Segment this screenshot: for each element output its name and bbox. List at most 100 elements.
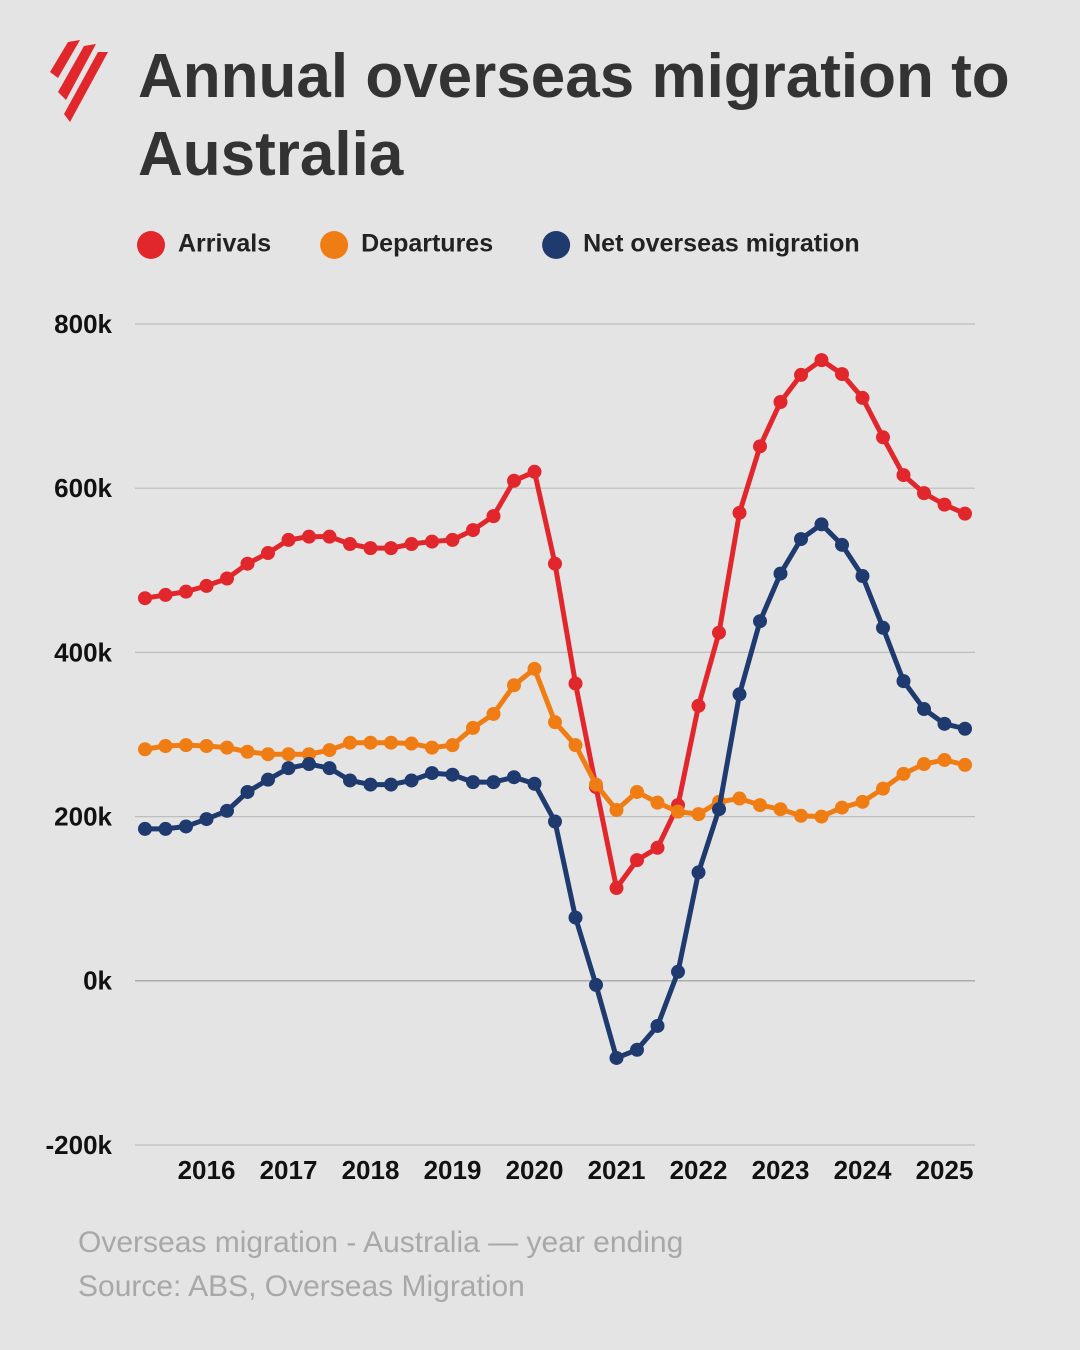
data-point [855,569,870,584]
data-point [158,738,173,753]
data-point [732,505,747,520]
x-tick-label: 2023 [752,1155,810,1185]
data-point [835,367,849,382]
chart-title: Annual overseas migration to Australia [138,42,1010,189]
data-point [527,464,542,479]
data-point [220,571,234,586]
legend-marker [542,231,571,259]
data-point [691,807,706,822]
data-point [199,578,214,593]
data-point [630,853,644,868]
footnote: Source: ABS, Overseas Migration [78,1270,525,1303]
data-point [609,803,624,818]
data-point [425,766,439,781]
data-point [384,735,398,750]
data-point [773,566,788,581]
data-point [404,537,419,552]
data-point [671,964,685,979]
data-point [261,546,275,561]
data-point [281,761,296,776]
data-point [814,353,829,368]
data-point [896,766,911,781]
data-point [220,803,234,818]
data-point [220,740,234,755]
y-tick-label: 800k [54,309,112,339]
data-point [753,614,767,629]
data-point [794,367,808,382]
data-point [363,541,378,556]
data-point [958,506,972,521]
data-point [650,1018,665,1033]
data-point [179,819,193,834]
footnote: Overseas migration - Australia — year en… [78,1226,684,1259]
x-tick-label: 2022 [670,1155,728,1185]
data-point [548,814,562,829]
y-tick-label: -200k [46,1130,113,1160]
data-point [712,625,726,640]
data-point [876,430,890,445]
y-tick-label: 200k [54,801,112,831]
data-point [302,757,316,772]
x-tick-label: 2024 [834,1155,892,1185]
data-point [568,910,583,925]
data-point [384,777,398,792]
data-point [650,840,665,855]
data-point [363,735,378,750]
data-point [240,744,255,759]
data-point [712,802,726,817]
data-point [568,676,583,691]
data-point [835,800,849,815]
y-tick-label: 600k [54,473,112,503]
chart: -200k 0k 200k 400k 600k 800k 2016 2017 2018 2019 2… [46,230,975,1185]
data-point [179,584,193,599]
data-point [445,767,460,782]
data-point [322,529,337,544]
data-point [261,772,275,787]
data-point [138,821,152,836]
legend-label: Arrivals [178,230,271,258]
data-point [302,529,316,544]
data-point [937,752,952,767]
data-point [876,781,890,796]
data-point [732,687,747,702]
data-point [158,587,173,602]
data-point [507,473,521,488]
data-point [158,821,173,836]
data-point [691,698,706,713]
data-point [466,720,480,735]
logo [50,40,108,122]
data-point [404,736,419,751]
data-point [343,735,357,750]
data-point [855,390,870,405]
data-point [753,798,767,813]
data-point [609,1050,624,1065]
data-point [630,1042,644,1057]
data-point [937,497,952,512]
data-point [937,716,952,731]
data-point [773,394,788,409]
legend-marker [320,231,349,259]
data-point [814,517,829,532]
data-point [486,706,501,721]
data-point [507,770,521,785]
x-tick-label: 2021 [588,1155,646,1185]
data-point [507,678,521,693]
data-point [343,773,357,788]
data-point [609,881,624,896]
data-point [958,757,972,772]
data-point [486,775,501,790]
data-point [650,795,665,810]
data-point [814,809,829,824]
series-line [144,666,966,820]
data-point [794,532,808,547]
data-point [281,747,296,762]
x-tick-label: 2016 [178,1155,236,1185]
data-point [445,532,460,547]
data-point [199,738,214,753]
x-tick-label: 2017 [260,1155,318,1185]
data-point [835,537,849,552]
data-point [589,777,603,792]
data-point [548,556,562,571]
data-point [732,791,747,806]
data-point [568,738,583,753]
